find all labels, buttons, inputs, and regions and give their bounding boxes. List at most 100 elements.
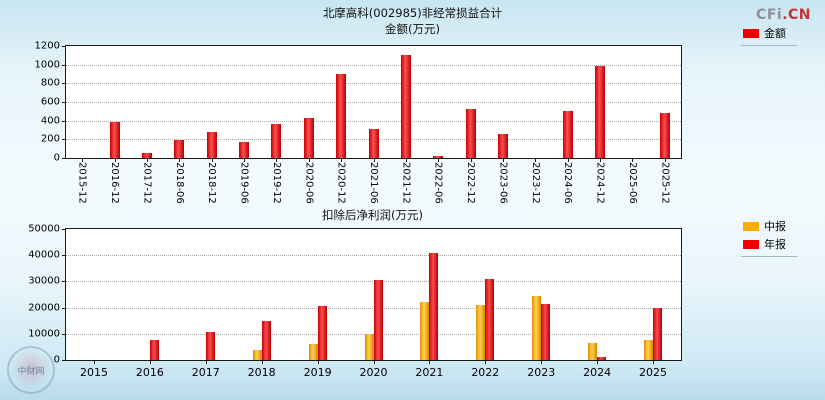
y-axis-tick-label: 40000 — [28, 249, 60, 261]
legend: 中报 年报 — [741, 218, 797, 257]
x-axis-tick — [211, 158, 213, 162]
y-axis-tick-label: 50000 — [28, 223, 60, 235]
x-axis-tick-label: 2015 — [79, 366, 108, 379]
cfi-logo-text: CFi — [756, 7, 783, 23]
bar — [498, 134, 508, 158]
legend-swatch — [743, 28, 759, 38]
legend-item: 中报 — [743, 218, 795, 234]
x-axis-tick — [373, 360, 375, 364]
bar — [369, 129, 379, 158]
x-axis-tick — [82, 158, 84, 162]
x-axis-tick-label: 2024-12 — [594, 162, 606, 204]
x-axis-tick-label: 2021 — [415, 366, 444, 379]
y-axis-tick — [62, 255, 66, 256]
gridline — [66, 65, 681, 66]
x-axis-tick — [600, 158, 602, 162]
x-axis-tick-label: 2019 — [303, 366, 332, 379]
x-axis-tick — [664, 158, 666, 162]
bar — [110, 122, 120, 158]
y-axis-tick-label: 400 — [40, 115, 60, 127]
bar — [365, 334, 374, 360]
x-axis-tick — [502, 158, 504, 162]
x-axis-tick-label: 2018 — [247, 366, 276, 379]
bar — [253, 350, 262, 360]
x-axis-tick-label: 2025 — [639, 366, 668, 379]
bar — [174, 140, 184, 158]
y-axis-tick-label: 800 — [40, 77, 60, 89]
x-axis-tick — [149, 360, 151, 364]
bar — [660, 113, 670, 158]
y-axis-tick — [62, 46, 66, 47]
bar — [207, 132, 217, 158]
cfi-logo-suffix: .CN — [782, 7, 811, 23]
y-axis-tick-label: 10000 — [28, 328, 60, 340]
x-axis-tick — [308, 158, 310, 162]
y-axis-tick — [62, 102, 66, 103]
y-axis-tick-label: 20000 — [28, 302, 60, 314]
chart-title: 北摩高科(002985)非经常损益合计 — [322, 6, 503, 20]
bar — [485, 279, 494, 360]
x-axis-tick-label: 2025-06 — [626, 162, 638, 204]
y-axis-tick-label: 200 — [40, 133, 60, 145]
x-axis-tick-label: 2023-06 — [497, 162, 509, 204]
plot-area: 0 200 400 600 800 1000 1200 2015-12 2016-12 2017-… — [35, 41, 682, 204]
x-axis-tick-label: 2015-12 — [76, 162, 88, 204]
bar — [563, 111, 573, 158]
x-axis-tick-label: 2020 — [359, 366, 388, 379]
x-axis-tick — [146, 158, 148, 162]
bar — [206, 332, 215, 360]
y-axis-tick — [62, 139, 66, 140]
x-axis-tick — [653, 360, 655, 364]
bar — [588, 343, 597, 360]
x-axis-tick-label: 2016 — [135, 366, 164, 379]
y-axis-tick — [62, 308, 66, 309]
bar — [532, 296, 541, 360]
x-axis-tick — [261, 360, 263, 364]
x-axis-tick — [632, 158, 634, 162]
cfi-cn-logo: CFi.CN — [756, 7, 811, 23]
watermark-text: 中财网 — [17, 366, 45, 377]
bar — [336, 74, 346, 158]
bar — [653, 308, 662, 360]
gridline — [66, 121, 681, 122]
x-axis-tick — [244, 158, 246, 162]
chart-title-block: 北摩高科(002985)非经常损益合计 金额(万元) — [0, 6, 825, 37]
bar — [142, 153, 152, 158]
legend-item: 金额 — [743, 25, 795, 41]
gridline — [66, 102, 681, 103]
x-axis-tick-label: 2018-06 — [173, 162, 185, 204]
x-axis-tick-label: 2023-12 — [529, 162, 541, 204]
bar — [595, 66, 605, 158]
x-axis-tick-label: 2024 — [583, 366, 612, 379]
y-axis-tick — [62, 83, 66, 84]
bar — [309, 344, 318, 360]
x-axis-tick — [205, 360, 207, 364]
x-axis-tick — [438, 158, 440, 162]
x-axis-tick-label: 2019-12 — [270, 162, 282, 204]
gridline — [66, 308, 681, 309]
x-axis-tick — [541, 360, 543, 364]
x-axis-tick-label: 2019-06 — [238, 162, 250, 204]
x-axis-tick — [405, 158, 407, 162]
gridline — [66, 281, 681, 282]
x-axis-tick-label: 2022 — [471, 366, 500, 379]
bar — [420, 302, 429, 360]
y-axis-tick-label: 600 — [40, 96, 60, 108]
bar — [150, 340, 159, 360]
legend: 金额 — [741, 25, 797, 46]
x-axis-tick-label: 2020-06 — [303, 162, 315, 204]
legend-label: 中报 — [764, 220, 786, 233]
bar — [374, 280, 383, 360]
bar — [271, 124, 281, 158]
chart-subtitle: 金额(万元) — [385, 21, 440, 36]
x-axis-tick-label: 2023 — [527, 366, 556, 379]
x-axis-tick — [485, 360, 487, 364]
y-axis-tick-label: 0 — [53, 152, 60, 164]
bar — [466, 109, 476, 158]
bar — [318, 306, 327, 360]
x-axis-tick — [114, 158, 116, 162]
legend-item: 年报 — [743, 236, 795, 252]
y-axis-tick — [62, 360, 66, 361]
legend-label: 年报 — [764, 238, 786, 251]
x-axis-tick-label: 2016-12 — [109, 162, 121, 204]
